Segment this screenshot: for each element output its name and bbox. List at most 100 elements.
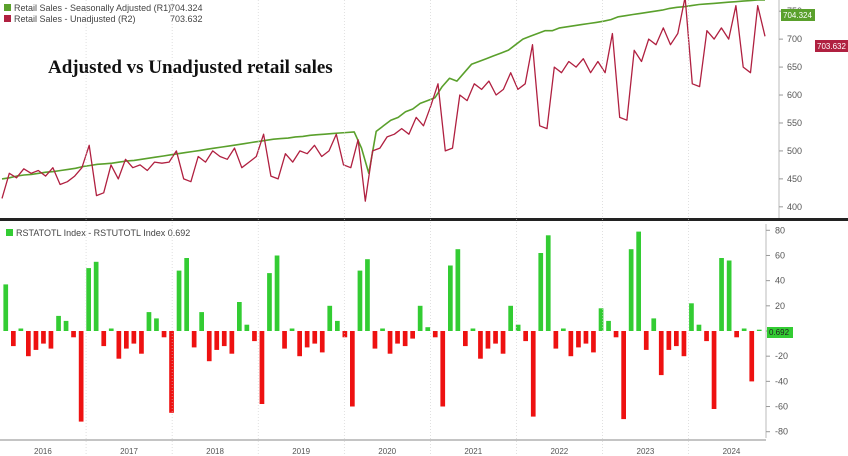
top-axis-ticks: 400450500550600650700750 (779, 6, 802, 212)
bottom-tick-label-7: 60 (775, 250, 785, 260)
bar-10 (78, 331, 84, 422)
bar-86 (651, 318, 657, 331)
chart-title: Adjusted vs Unadjusted retail sales (48, 57, 333, 78)
bar-46 (350, 331, 355, 407)
bar-24 (184, 258, 189, 331)
bar-82 (621, 331, 626, 420)
bar-15 (116, 331, 122, 359)
bar-65 (493, 331, 498, 344)
bar-36 (274, 255, 280, 331)
bar-89 (674, 331, 679, 347)
badge-unadjusted: 703.632 (815, 40, 848, 52)
bottom-tick-label-1: -60 (775, 402, 788, 412)
bar-19 (146, 312, 152, 331)
bar-80 (606, 320, 611, 331)
bar-91 (689, 303, 694, 331)
bar-57 (432, 331, 438, 338)
bar-78 (591, 331, 596, 353)
top-tick-label-1: 450 (787, 174, 802, 184)
bar-73 (553, 331, 559, 349)
bottom-panel: -80-60-40-20020406080 RSTATOTL Index - R… (3, 224, 793, 438)
bottom-bars (3, 231, 762, 422)
bar-49 (372, 331, 378, 349)
bottom-tick-label-2: -40 (775, 376, 788, 386)
bar-43 (327, 305, 333, 331)
bar-50 (380, 328, 385, 331)
bar-51 (387, 331, 393, 354)
bar-12 (93, 261, 99, 331)
bar-6 (48, 331, 54, 349)
legend-swatch-spread (6, 229, 13, 236)
bar-93 (704, 331, 709, 342)
bar-74 (561, 328, 566, 331)
year-label-2017: 2017 (120, 447, 138, 456)
bottom-tick-label-0: -80 (775, 427, 788, 437)
bar-58 (440, 331, 446, 407)
bar-100 (756, 329, 762, 331)
bar-31 (237, 302, 242, 331)
badge-spread-text: 0.692 (769, 328, 790, 337)
badge-spread: 0.692 (767, 327, 793, 338)
bar-94 (711, 331, 717, 409)
legend-swatch-unadjusted (4, 15, 11, 22)
top-tick-label-4: 600 (787, 90, 802, 100)
bar-68 (515, 324, 521, 331)
series-line-adjusted (1, 0, 765, 180)
year-label-2023: 2023 (637, 447, 655, 456)
bottom-tick-label-3: -20 (775, 351, 788, 361)
badge-adjusted-text: 704.324 (783, 11, 812, 20)
bar-92 (696, 324, 702, 331)
bar-37 (282, 331, 287, 349)
legend-swatch-adjusted (4, 4, 11, 11)
x-axis: 2016 2017 2018 2019 2020 2021 2022 2023 2024 (0, 0, 766, 456)
bar-75 (568, 331, 574, 357)
bar-67 (508, 305, 513, 331)
bar-14 (108, 328, 114, 331)
bar-70 (530, 331, 536, 417)
bar-69 (523, 331, 528, 342)
bar-81 (613, 331, 619, 338)
bar-63 (478, 331, 483, 359)
bar-64 (485, 331, 491, 349)
top-legend: Retail Sales - Seasonally Adjusted (R1) … (4, 3, 203, 24)
bar-99 (749, 331, 755, 382)
bar-16 (124, 331, 129, 349)
bar-53 (402, 331, 408, 347)
bar-42 (319, 331, 325, 353)
bar-41 (312, 331, 318, 344)
bar-83 (628, 249, 634, 331)
bar-23 (176, 270, 182, 331)
bar-44 (335, 320, 340, 331)
bar-1 (11, 331, 16, 347)
bar-40 (304, 331, 310, 348)
bar-20 (154, 318, 159, 331)
bar-18 (139, 331, 144, 354)
legend-value-unadjusted: 703.632 (170, 14, 203, 24)
bar-87 (658, 331, 664, 376)
bar-85 (643, 331, 649, 350)
bar-30 (229, 331, 235, 354)
bar-88 (666, 331, 672, 350)
bar-79 (598, 308, 604, 331)
bar-77 (583, 331, 589, 344)
bar-3 (26, 331, 31, 357)
top-tick-label-6: 700 (787, 34, 802, 44)
bar-47 (357, 270, 363, 331)
bar-4 (33, 331, 39, 350)
bar-66 (500, 331, 506, 354)
bar-7 (56, 315, 61, 331)
bottom-tick-label-5: 20 (775, 301, 785, 311)
bar-48 (365, 259, 370, 331)
badge-adjusted: 704.324 (781, 9, 815, 21)
panel-separator (0, 218, 848, 221)
bar-90 (681, 331, 687, 357)
bar-62 (470, 328, 476, 331)
bar-54 (410, 331, 415, 339)
bar-60 (455, 249, 461, 331)
year-label-2021: 2021 (464, 447, 482, 456)
bar-84 (636, 231, 641, 331)
legend-label-spread: RSTATOTL Index - RSTUTOTL Index 0.692 (16, 228, 190, 238)
bottom-tick-label-6: 40 (775, 276, 785, 286)
legend-value-adjusted: 704.324 (170, 3, 203, 13)
year-label-2022: 2022 (550, 447, 568, 456)
